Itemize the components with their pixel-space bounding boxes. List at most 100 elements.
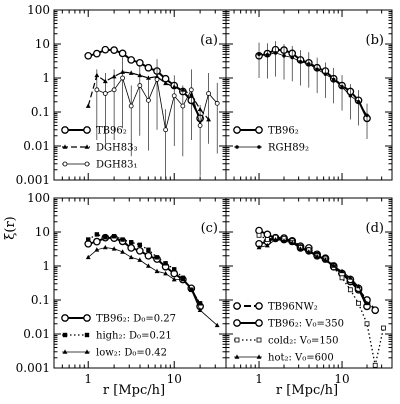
data-point [111, 246, 117, 251]
series-2 [94, 57, 220, 179]
data-point [171, 276, 177, 282]
data-point [128, 240, 134, 245]
data-point [265, 53, 270, 57]
data-point [154, 77, 160, 82]
data-point [172, 267, 177, 272]
data-point [84, 332, 90, 338]
data-point [137, 242, 143, 248]
data-point [307, 62, 311, 66]
data-point [85, 103, 91, 108]
data-point [356, 99, 361, 104]
data-point [289, 240, 295, 245]
data-point [331, 263, 337, 268]
data-point [62, 332, 68, 338]
y-tick-label: 0.001 [16, 361, 50, 375]
x-tick-label: 1 [255, 372, 263, 386]
data-point [256, 337, 262, 343]
data-point [163, 80, 169, 86]
data-point [137, 257, 143, 262]
data-point [298, 246, 303, 251]
y-tick-label: 0.001 [16, 173, 50, 187]
x-tick-label: 10 [167, 372, 182, 386]
data-point [128, 70, 134, 75]
plot-area [84, 232, 220, 328]
series-line [258, 239, 368, 304]
series-0 [255, 45, 371, 123]
data-point [234, 337, 240, 343]
data-point [188, 287, 194, 292]
panel-label: (a) [200, 33, 218, 48]
legend-label: low₂: D₀=0.42 [96, 348, 167, 359]
data-point [146, 247, 151, 252]
data-point [197, 123, 203, 128]
data-point [323, 257, 328, 262]
data-point [93, 49, 101, 58]
data-point [144, 63, 153, 72]
data-point [257, 52, 261, 57]
series-1 [255, 233, 371, 311]
data-point [85, 254, 91, 260]
y-tick-label: 1 [42, 259, 50, 273]
data-point [180, 103, 186, 109]
data-point [364, 300, 370, 306]
plot-area [84, 45, 220, 179]
data-point [102, 244, 108, 250]
data-point [137, 83, 143, 88]
data-point [339, 275, 345, 281]
data-point [101, 45, 110, 54]
series-1 [257, 41, 369, 140]
x-tick-label: 1 [84, 372, 92, 386]
data-point [214, 322, 220, 328]
data-point [84, 161, 90, 167]
series-0 [84, 233, 204, 311]
x-tick-label: 10 [334, 372, 349, 386]
series-line [258, 229, 376, 311]
data-point [118, 49, 127, 58]
data-point [290, 55, 295, 60]
data-point [340, 85, 344, 89]
data-point [61, 314, 69, 322]
legend-label: high₂: D₀=0.21 [96, 331, 172, 342]
panel-label: (d) [366, 221, 384, 236]
data-point [255, 126, 263, 134]
data-point [356, 300, 361, 306]
y-tick-label: 0.01 [23, 327, 50, 341]
legend: TB96₂: D₀=0.27 high₂: D₀=0.21 low₂: D₀=0.4… [61, 314, 176, 359]
legend-label: TB96NW₂ [268, 302, 318, 313]
legend-label: TB96₂: D₀=0.27 [96, 314, 176, 325]
data-point [84, 349, 90, 354]
legend-label: DGH83₃ [96, 143, 137, 154]
data-point [264, 242, 270, 248]
data-point [62, 144, 68, 149]
data-point [146, 97, 151, 103]
legend-label: cold₂: V₀=150 [268, 336, 338, 347]
y-tick-label: 0.1 [31, 105, 50, 119]
series-0 [84, 45, 204, 123]
series-2 [85, 244, 220, 328]
data-point [62, 161, 68, 167]
series-line [258, 48, 368, 119]
data-point [347, 275, 353, 280]
data-point [273, 236, 278, 242]
panel-b: (b) TB96₂ RGH89₂ [225, 9, 393, 181]
data-point [146, 75, 151, 80]
data-point [255, 226, 263, 235]
data-point [331, 77, 336, 82]
data-point [163, 261, 168, 266]
legend: TB96₂ DGH83₃ DGH83₁ [61, 126, 137, 171]
data-point [61, 126, 69, 134]
data-point [83, 314, 91, 322]
data-point [257, 145, 261, 149]
data-point [171, 93, 177, 99]
data-point [146, 263, 151, 268]
data-point [315, 67, 319, 72]
data-point [111, 234, 117, 239]
panel-a: 0.001 0.01 0.1 1 10 100 (a) TB96₂ DGH83₃ DGH83₁ [16, 3, 227, 187]
data-point [135, 58, 144, 67]
data-point [372, 362, 378, 368]
y-tick-label: 10 [35, 225, 50, 239]
series-1 [86, 232, 203, 306]
data-point [135, 246, 144, 255]
series-3 [256, 236, 370, 306]
y-axis-title: ξ(r) [3, 216, 18, 240]
